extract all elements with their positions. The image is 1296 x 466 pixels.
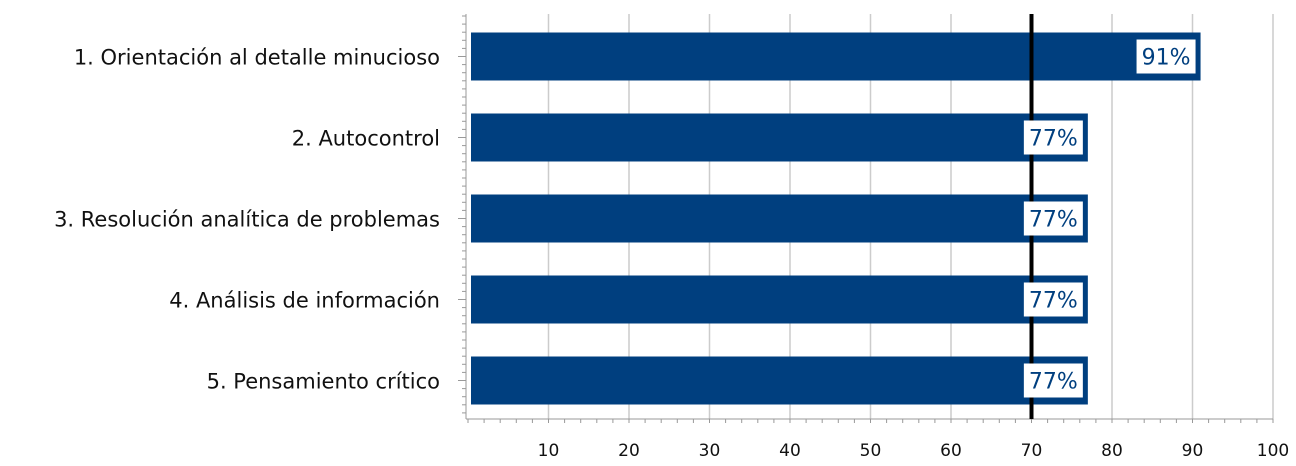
bar	[471, 113, 1088, 162]
x-tick-label: 30	[699, 441, 721, 461]
x-tick-label: 100	[1257, 441, 1289, 461]
data-label: 77%	[1029, 289, 1078, 314]
data-label-box	[1023, 120, 1083, 155]
category-label: 3. Resolución analítica de problemas	[54, 208, 440, 232]
data-label: 91%	[1142, 46, 1191, 71]
data-label-box	[1023, 363, 1083, 398]
category-label: 5. Pensamiento crítico	[207, 370, 440, 394]
x-tick-label: 90	[1182, 441, 1204, 461]
data-label: 77%	[1029, 127, 1078, 152]
data-label: 77%	[1029, 208, 1078, 233]
data-label-box	[1023, 282, 1083, 317]
x-tick-label: 80	[1101, 441, 1123, 461]
category-label: 1. Orientación al detalle minucioso	[74, 46, 440, 70]
data-label: 77%	[1029, 370, 1078, 395]
bar	[471, 275, 1088, 324]
x-tick-label: 50	[860, 441, 882, 461]
x-tick-label: 70	[1021, 441, 1043, 461]
x-tick-label: 60	[940, 441, 962, 461]
bar	[471, 32, 1201, 81]
x-tick-label: 40	[779, 441, 801, 461]
data-label-box	[1136, 39, 1196, 74]
x-tick-label: 10	[538, 441, 560, 461]
x-tick-label: 20	[618, 441, 640, 461]
bar	[471, 356, 1088, 405]
data-label-box	[1023, 201, 1083, 236]
category-label: 2. Autocontrol	[292, 127, 440, 151]
bar	[471, 194, 1088, 243]
category-label: 4. Análisis de información	[169, 289, 440, 313]
